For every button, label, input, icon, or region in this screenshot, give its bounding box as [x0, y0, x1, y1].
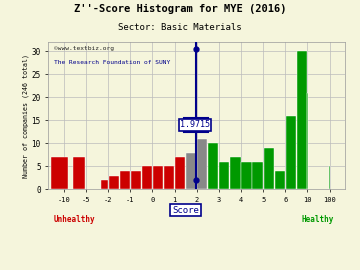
Bar [120, 171, 130, 189]
Bar [252, 162, 263, 189]
Bar [219, 176, 229, 189]
Bar [208, 148, 219, 189]
Bar [197, 139, 207, 189]
Text: Score: Score [172, 205, 199, 215]
Bar [142, 166, 152, 189]
Bar [175, 157, 185, 189]
Bar [164, 166, 174, 189]
Bar [297, 51, 307, 189]
Bar [286, 116, 296, 189]
Text: Sector: Basic Materials: Sector: Basic Materials [118, 23, 242, 32]
Bar [219, 162, 229, 189]
Text: ©www.textbiz.org: ©www.textbiz.org [54, 46, 114, 51]
Bar [242, 162, 252, 189]
Bar [109, 176, 119, 189]
Bar [101, 180, 108, 189]
Text: 1.9715: 1.9715 [180, 120, 210, 129]
Bar [208, 143, 219, 189]
Y-axis label: Number of companies (246 total): Number of companies (246 total) [22, 54, 29, 178]
Bar [307, 93, 308, 189]
Bar [230, 176, 240, 189]
Bar [329, 166, 330, 189]
Bar [51, 157, 68, 189]
Bar [186, 153, 196, 189]
Text: Unhealthy: Unhealthy [54, 215, 96, 224]
Bar [230, 157, 240, 189]
Text: Healthy: Healthy [301, 215, 333, 224]
Text: Z''-Score Histogram for MYE (2016): Z''-Score Histogram for MYE (2016) [74, 4, 286, 14]
Bar [264, 148, 274, 189]
Text: The Research Foundation of SUNY: The Research Foundation of SUNY [54, 60, 171, 65]
Bar [73, 157, 85, 189]
Bar [275, 171, 285, 189]
Bar [131, 171, 141, 189]
Bar [153, 166, 163, 189]
